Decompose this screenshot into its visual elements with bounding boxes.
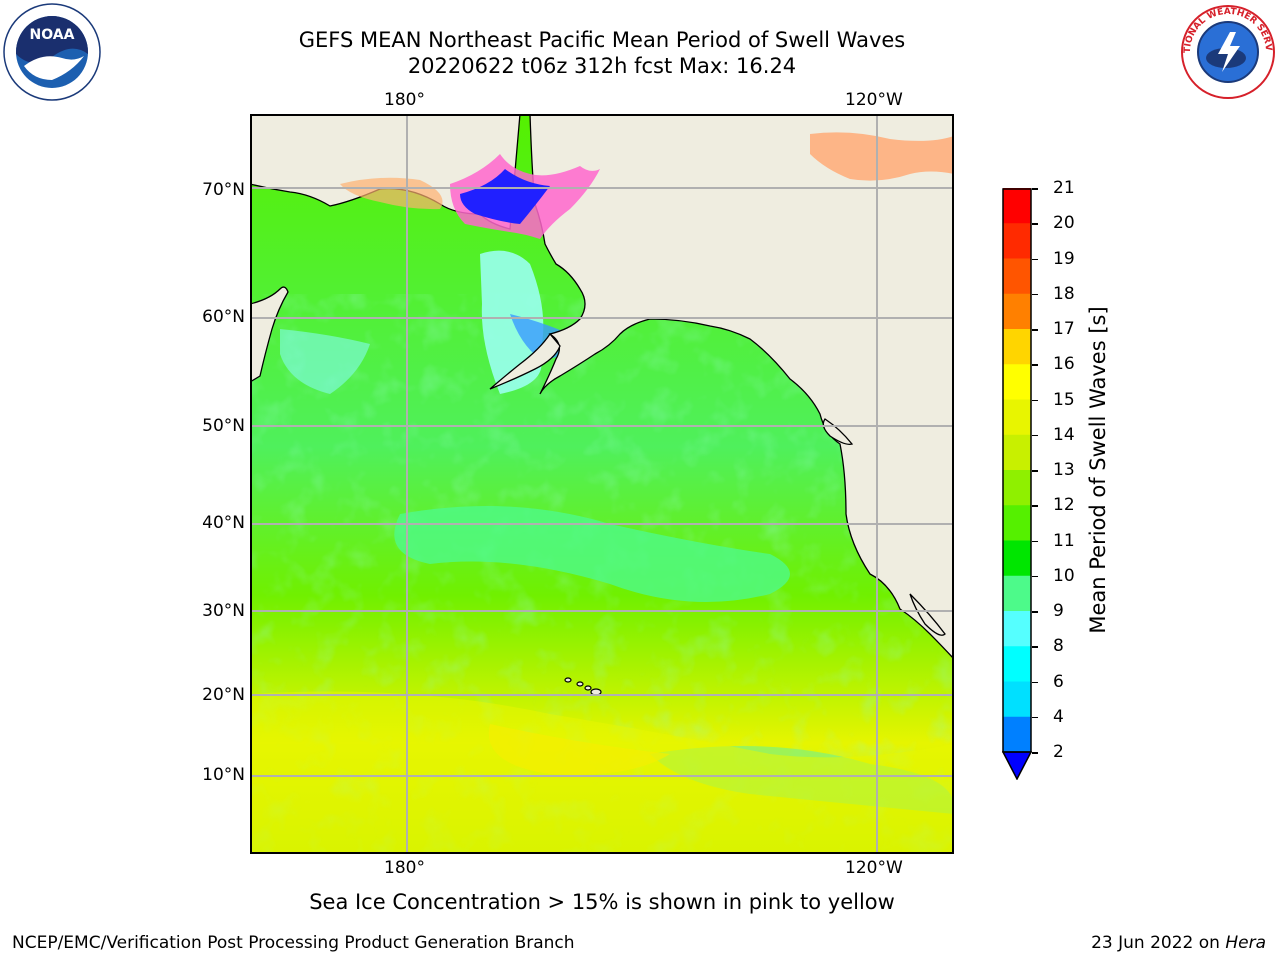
colorbar-tick-label: 6 <box>1053 671 1064 692</box>
colorbar-tick-mark <box>1032 681 1038 683</box>
colorbar-tick-label: 11 <box>1053 530 1075 551</box>
footer-date-text: 23 Jun 2022 on <box>1091 933 1226 953</box>
colorbar-bin <box>1003 540 1031 577</box>
lon-label-bottom-120w: 120°W <box>845 858 903 878</box>
colorbar-tick-mark <box>1032 434 1038 437</box>
lat-label-10n: 10°N <box>202 765 245 785</box>
colorbar-tick-label: 17 <box>1053 319 1075 339</box>
lon-label-bottom-180: 180° <box>384 858 425 878</box>
colorbar-tick-label: 20 <box>1053 213 1075 234</box>
colorbar-tick-label: 18 <box>1053 283 1075 304</box>
colorbar-tick-label: 19 <box>1053 248 1075 269</box>
colorbar-bin <box>1003 470 1031 506</box>
colorbar-bin <box>1003 611 1031 647</box>
colorbar-tick-label: 14 <box>1053 424 1075 445</box>
land-baja <box>909 593 946 636</box>
colorbar-bin <box>1003 329 1031 365</box>
sea-ice-siberia <box>340 177 443 210</box>
lat-label-20n: 20°N <box>202 685 245 705</box>
lon-label-top-120w: 120°W <box>845 90 903 110</box>
chart-subtitle-run: 20220622 t06z 312h fcst Max: 16.24 <box>407 54 797 78</box>
footer-date: 23 Jun 2022 on Hera <box>1091 933 1266 953</box>
colorbar-bin <box>1003 681 1031 718</box>
sea-ice-core <box>460 169 550 224</box>
sea-ice-note: Sea Ice Concentration > 15% is shown in … <box>309 890 895 914</box>
footer-host: Hera <box>1225 933 1266 953</box>
nws-logo: NATIONAL WEATHER SERVICE <box>1174 0 1278 102</box>
colorbar-bin <box>1003 399 1031 436</box>
colorbar-tick-label: 12 <box>1053 495 1075 516</box>
colorbar-bin <box>1003 258 1031 295</box>
land-alaska-peninsula <box>489 332 561 390</box>
colorbar-tick-label: 21 <box>1053 178 1075 198</box>
colorbar-tick-label: 10 <box>1053 565 1075 586</box>
colorbar-tick-mark <box>1032 716 1038 719</box>
swell-band-14s <box>488 724 670 775</box>
gulf-cyan <box>280 329 370 394</box>
colorbar-bin <box>1003 434 1031 471</box>
colorbar-tick-mark <box>1032 399 1038 401</box>
colorbar-title: Mean Period of Swell Waves [s] <box>1086 306 1110 634</box>
colorbar-tick-mark <box>1032 188 1038 190</box>
colorbar-bin <box>1003 646 1031 682</box>
footer-credit: NCEP/EMC/Verification Post Processing Pr… <box>12 933 575 953</box>
swell-band-9-10s <box>394 506 790 602</box>
colorbar-tick-mark <box>1032 258 1038 260</box>
colorbar-tick-mark <box>1032 364 1038 366</box>
colorbar <box>1001 188 1033 781</box>
sea-ice <box>340 132 954 239</box>
colorbar-bin <box>1003 293 1031 330</box>
colorbar-tick-mark <box>1032 540 1038 542</box>
colorbar-tick-label: 9 <box>1053 601 1064 621</box>
lat-label-60n: 60°N <box>202 307 245 327</box>
colorbar-tick-mark <box>1032 223 1038 225</box>
map-panel <box>250 114 954 854</box>
colorbar-tick-label: 13 <box>1053 460 1075 480</box>
colorbar-bin <box>1003 364 1031 400</box>
colorbar-bin <box>1003 223 1031 259</box>
land-north-america <box>529 114 954 660</box>
chart-title: GEFS MEAN Northeast Pacific Mean Period … <box>298 28 906 52</box>
lon-label-top-180: 180° <box>384 90 425 110</box>
colorbar-tick-label: 4 <box>1053 706 1064 727</box>
colorbar-extend-arrow <box>1001 751 1033 781</box>
colorbar-outline <box>1002 188 1032 753</box>
colorbar-tick-mark <box>1032 293 1038 296</box>
graticule <box>250 114 954 854</box>
colorbar-bin <box>1003 188 1031 224</box>
colorbar-tick-mark <box>1032 611 1038 613</box>
land-kamchatka <box>250 286 289 383</box>
colorbar-tick-label: 15 <box>1053 389 1075 410</box>
colorbar-tick-mark <box>1032 470 1038 472</box>
lat-label-30n: 30°N <box>202 601 245 621</box>
colorbar-bin <box>1003 716 1031 753</box>
lat-label-70n: 70°N <box>202 180 245 200</box>
map-border <box>250 114 954 854</box>
colorbar-tick-mark <box>1032 646 1038 648</box>
noaa-logo: NOAA <box>2 2 102 102</box>
colorbar-tick-mark <box>1032 505 1038 507</box>
sea-ice-beaufort <box>810 132 954 181</box>
colorbar-tick-mark <box>1032 752 1038 754</box>
colorbar-bin <box>1003 505 1031 541</box>
lat-label-50n: 50°N <box>202 416 245 436</box>
colorbar-tick-label: 8 <box>1053 636 1064 657</box>
colorbar-tick-mark <box>1032 329 1038 331</box>
colorbar-tick-label: 2 <box>1053 742 1064 762</box>
colorbar-tick-label: 16 <box>1053 354 1075 375</box>
colorbar-tick-mark <box>1032 575 1038 578</box>
colorbar-bin <box>1003 575 1031 612</box>
lat-label-40n: 40°N <box>202 513 245 533</box>
svg-text:NOAA: NOAA <box>30 27 75 43</box>
